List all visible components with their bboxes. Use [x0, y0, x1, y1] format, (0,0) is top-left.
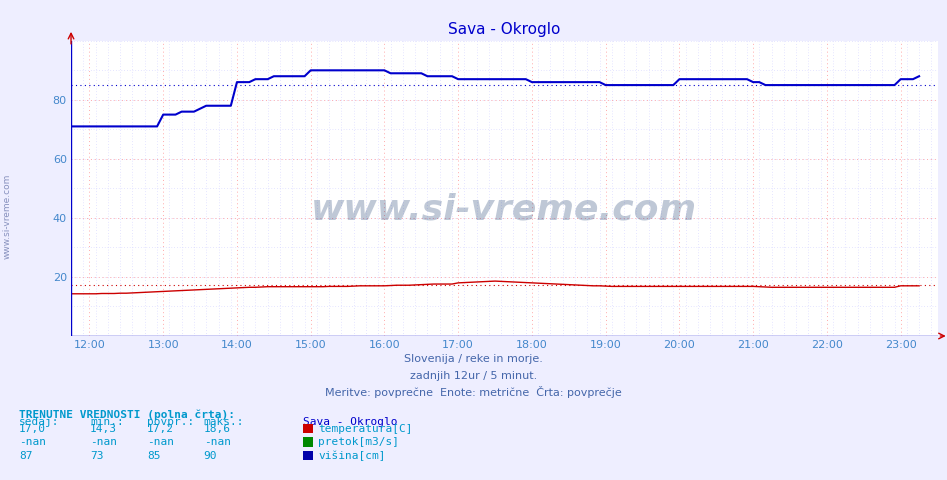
Text: 17,0: 17,0	[19, 424, 46, 434]
Text: sedaj:: sedaj:	[19, 417, 60, 427]
Text: 17,2: 17,2	[147, 424, 174, 434]
Text: min.:: min.:	[90, 417, 124, 427]
Text: -nan: -nan	[90, 437, 117, 447]
Text: 85: 85	[147, 451, 160, 461]
Text: zadnjih 12ur / 5 minut.: zadnjih 12ur / 5 minut.	[410, 371, 537, 381]
Text: Meritve: povprečne  Enote: metrične  Črta: povprečje: Meritve: povprečne Enote: metrične Črta:…	[325, 386, 622, 398]
Text: TRENUTNE VREDNOSTI (polna črta):: TRENUTNE VREDNOSTI (polna črta):	[19, 409, 235, 420]
Text: 90: 90	[204, 451, 217, 461]
Text: 18,6: 18,6	[204, 424, 231, 434]
Text: www.si-vreme.com: www.si-vreme.com	[3, 173, 12, 259]
Text: pretok[m3/s]: pretok[m3/s]	[318, 437, 400, 447]
Text: 87: 87	[19, 451, 32, 461]
Text: maks.:: maks.:	[204, 417, 244, 427]
Text: Slovenija / reke in morje.: Slovenija / reke in morje.	[404, 354, 543, 364]
Text: -nan: -nan	[19, 437, 46, 447]
Title: Sava - Okroglo: Sava - Okroglo	[448, 22, 561, 37]
Text: -nan: -nan	[204, 437, 231, 447]
Text: 14,3: 14,3	[90, 424, 117, 434]
Text: -nan: -nan	[147, 437, 174, 447]
Text: www.si-vreme.com: www.si-vreme.com	[312, 192, 697, 226]
Text: temperatura[C]: temperatura[C]	[318, 424, 413, 434]
Text: 73: 73	[90, 451, 103, 461]
Text: povpr.:: povpr.:	[147, 417, 194, 427]
Text: višina[cm]: višina[cm]	[318, 450, 385, 461]
Text: Sava - Okroglo: Sava - Okroglo	[303, 417, 398, 427]
